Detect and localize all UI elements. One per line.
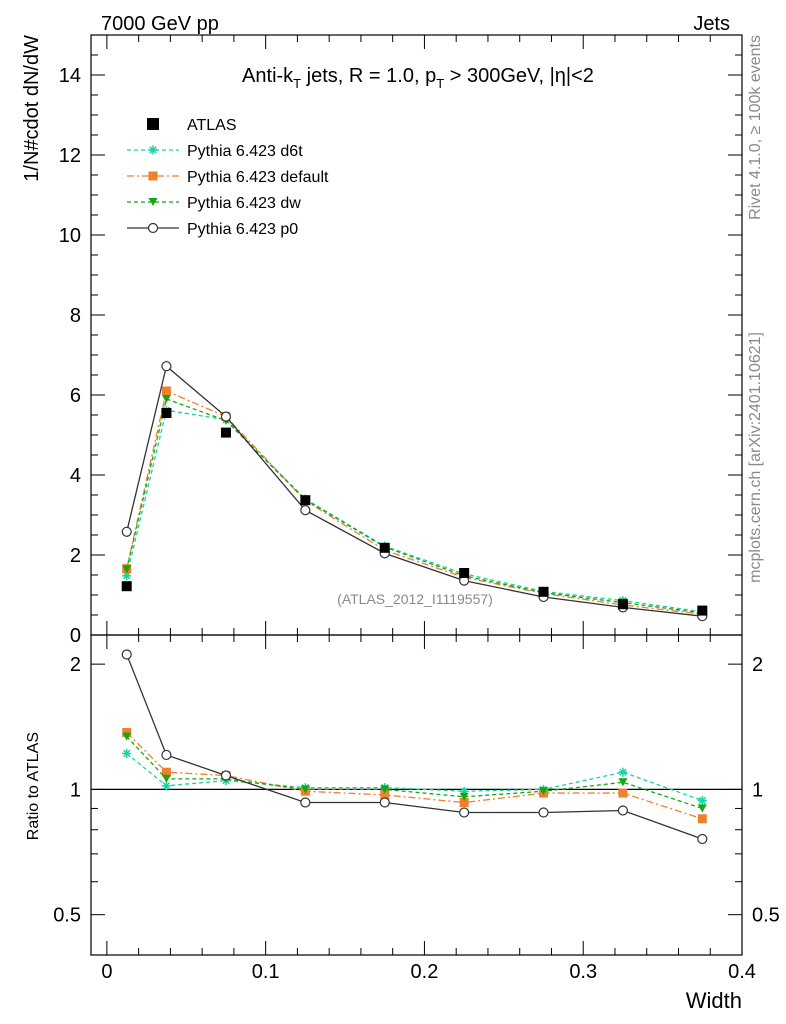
- ratio-tick-label-right: 0.5: [752, 905, 780, 927]
- legend-entry: Pythia 6.423 default: [127, 169, 329, 186]
- y-tick-label: 8: [70, 305, 81, 327]
- series-4-ratio-point: [121, 649, 132, 660]
- legend-marker: [147, 118, 159, 130]
- x-axis-title: Width: [686, 988, 742, 1013]
- mcplots-label: mcplots.cern.ch [arXiv:2401.10621]: [747, 332, 764, 583]
- legend-marker: [148, 171, 158, 181]
- legend-label: Pythia 6.423 dw: [187, 195, 301, 212]
- plot-title: Anti-kT jets, R = 1.0, pT > 300GeV, |η|<…: [242, 65, 594, 91]
- series-2-ratio-point: [618, 788, 628, 798]
- legend-entry: Pythia 6.423 d6t: [127, 143, 303, 160]
- ratio-tick-label: 0.5: [53, 905, 81, 927]
- series-3-ratio-point: [122, 732, 132, 741]
- series-4-point: [161, 361, 172, 372]
- x-tick-label: 0.1: [252, 961, 280, 983]
- series-4-ratio-point: [220, 770, 232, 781]
- atlas-data-point: [538, 586, 549, 597]
- x-tick-label: 0.3: [569, 961, 597, 983]
- atlas-data-point: [379, 542, 390, 553]
- y-tick-label: 12: [59, 145, 81, 167]
- series-1-ratio-point: [618, 767, 628, 777]
- legend-entry: Pythia 6.423 dw: [127, 195, 301, 212]
- ratio-tick-label: 2: [70, 654, 81, 676]
- y-tick-label: 2: [70, 545, 81, 567]
- ratio-plot-frame: [90, 634, 743, 956]
- series-3-ratio-point: [161, 774, 171, 783]
- x-tick-label: 0: [101, 961, 112, 983]
- y-axis-title: 1/N#cdot dN/dW: [21, 35, 43, 182]
- series-2-ratio-point: [380, 790, 390, 800]
- legend-label: ATLAS: [187, 117, 237, 134]
- series-1-line: [126, 409, 703, 613]
- series-3-ratio-point: [539, 787, 549, 796]
- legend-label: Pythia 6.423 p0: [187, 221, 298, 238]
- atlas-data-point: [300, 495, 311, 506]
- legend-marker: [148, 197, 158, 207]
- y-tick-label: 4: [70, 465, 81, 487]
- series-3-point: [161, 394, 171, 404]
- series-3-ratio-point: [618, 778, 628, 787]
- rivet-label: Rivet 4.1.0, ≥ 100k events: [747, 35, 764, 220]
- series-4-point: [220, 411, 232, 422]
- series-3-ratio-point: [697, 804, 707, 813]
- legend-entry: ATLAS: [147, 117, 237, 134]
- series-3-ratio-point: [459, 792, 469, 801]
- atlas-data-point: [697, 605, 708, 616]
- series-1-ratio-point: [161, 781, 171, 791]
- series-4-ratio-point: [379, 797, 390, 808]
- series-4-ratio-point: [617, 805, 629, 816]
- series-2-ratio-point: [161, 767, 171, 777]
- atlas-data-point: [617, 599, 628, 610]
- series-3-line: [126, 398, 703, 614]
- x-tick-label: 0.4: [728, 961, 756, 983]
- series-4-point: [300, 505, 311, 516]
- series-4-point: [121, 526, 132, 537]
- ratio-axis-title: Ratio to ATLAS: [25, 732, 42, 840]
- series-4-ratio-line: [126, 654, 703, 840]
- energy-label: 7000 GeV pp: [101, 13, 219, 35]
- series-3-point: [122, 565, 132, 574]
- y-tick-label: 0: [70, 625, 81, 647]
- atlas-data-point: [220, 427, 231, 438]
- legend-entry: Pythia 6.423 p0: [127, 221, 298, 238]
- series-3-ratio-point: [380, 785, 390, 794]
- series-3-ratio-point: [300, 785, 310, 794]
- series-4-ratio-point: [697, 833, 708, 845]
- legend-label: Pythia 6.423 default: [187, 169, 329, 186]
- x-tick-label: 0.2: [411, 961, 439, 983]
- series-4-ratio-point: [538, 807, 549, 818]
- atlas-data-point: [121, 581, 132, 592]
- series-4-ratio-point: [161, 749, 172, 761]
- series-1-ratio-line: [126, 752, 703, 802]
- series-2-ratio-point: [459, 798, 469, 808]
- series-1-ratio-point: [122, 748, 132, 758]
- y-tick-label: 6: [70, 385, 81, 407]
- legend-marker: [147, 222, 159, 234]
- series-1-ratio-point: [697, 796, 707, 806]
- analysis-tag: (ATLAS_2012_I1119557): [337, 591, 493, 607]
- series-3-ratio-line: [126, 736, 703, 810]
- y-tick-label: 14: [59, 65, 81, 87]
- y-tick-label: 10: [59, 225, 81, 247]
- ratio-tick-label-right: 1: [752, 779, 763, 801]
- category-label: Jets: [693, 13, 730, 35]
- series-2-ratio-point: [697, 814, 707, 824]
- ratio-tick-label-right: 2: [752, 654, 763, 676]
- series-4-line: [126, 365, 703, 617]
- series-4-ratio-point: [459, 807, 470, 818]
- legend-label: Pythia 6.423 d6t: [187, 143, 303, 160]
- legend-marker: [148, 145, 158, 155]
- series-4-ratio-point: [300, 797, 311, 808]
- series-2-line: [126, 390, 703, 615]
- atlas-data-point: [459, 568, 470, 578]
- series-2-point: [161, 386, 171, 396]
- ratio-tick-label: 1: [70, 779, 81, 801]
- atlas-data-point: [161, 408, 172, 418]
